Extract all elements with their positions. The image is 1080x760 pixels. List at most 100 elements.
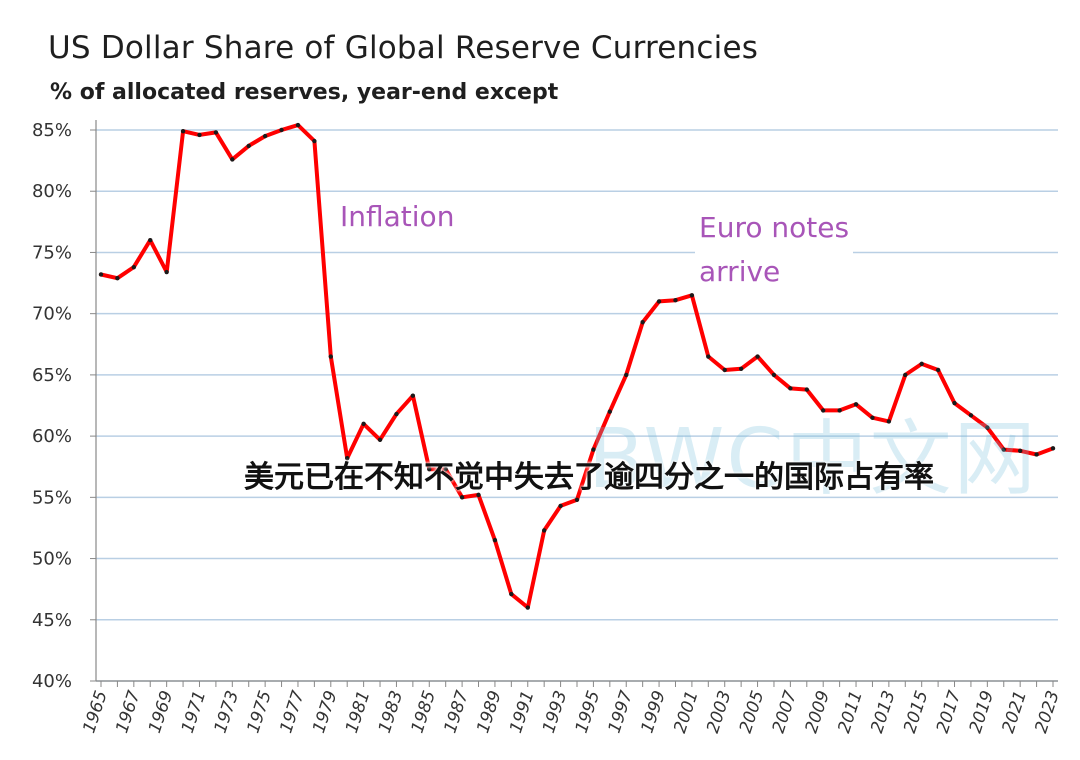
data-point bbox=[771, 372, 777, 378]
x-tick-labels: 1965 1967 1969 1971 1973 1975 1977 1979 1981 1983… bbox=[79, 688, 1063, 736]
x-tick-label: 2013 bbox=[867, 688, 899, 735]
data-point bbox=[738, 366, 744, 371]
data-point bbox=[180, 129, 186, 134]
x-tick-label: 1973 bbox=[211, 688, 243, 735]
data-point bbox=[689, 293, 695, 298]
data-point bbox=[1017, 448, 1023, 454]
y-tick-label: 70% bbox=[32, 304, 72, 325]
data-point bbox=[853, 402, 859, 407]
x-tick-label: 1993 bbox=[539, 688, 571, 735]
data-point bbox=[788, 386, 793, 391]
data-point bbox=[361, 421, 366, 427]
data-point bbox=[755, 354, 760, 359]
x-tick-label: 2005 bbox=[736, 688, 768, 735]
data-point bbox=[295, 122, 301, 128]
x-tick-label: 2023 bbox=[1031, 688, 1063, 735]
x-tick-label: 1987 bbox=[440, 688, 472, 736]
data-point bbox=[935, 367, 941, 373]
data-point bbox=[377, 437, 383, 442]
data-point bbox=[148, 238, 153, 243]
x-tick-label: 2017 bbox=[933, 688, 965, 736]
data-point bbox=[312, 138, 317, 144]
y-tick-label: 50% bbox=[32, 549, 72, 570]
x-tick-label: 1991 bbox=[506, 688, 538, 735]
data-point bbox=[410, 393, 416, 398]
data-point bbox=[230, 157, 235, 162]
data-point bbox=[903, 372, 908, 378]
data-point bbox=[525, 605, 530, 610]
data-point bbox=[804, 387, 809, 392]
x-tick-label: 2003 bbox=[703, 688, 735, 735]
data-point bbox=[246, 143, 251, 149]
x-tick-label: 1969 bbox=[145, 688, 177, 735]
chart-subtitle: % of allocated reserves, year-end except bbox=[50, 80, 559, 105]
y-tick-label: 80% bbox=[32, 181, 72, 202]
data-point bbox=[1050, 446, 1056, 451]
data-point bbox=[509, 591, 514, 597]
data-point bbox=[607, 409, 613, 414]
y-tick-label: 65% bbox=[32, 365, 72, 386]
data-point bbox=[427, 466, 432, 472]
chart-title: US Dollar Share of Global Reserve Curren… bbox=[48, 30, 759, 66]
x-tick-label: 1995 bbox=[572, 688, 604, 735]
data-point bbox=[394, 411, 399, 417]
x-tick-label: 2011 bbox=[834, 688, 866, 735]
y-tick-label: 75% bbox=[32, 242, 72, 263]
x-tick-label: 1997 bbox=[605, 688, 637, 736]
data-point bbox=[459, 495, 465, 500]
data-point bbox=[574, 497, 580, 502]
y-tick-label: 55% bbox=[32, 487, 72, 508]
data-point bbox=[656, 299, 662, 304]
data-point bbox=[673, 297, 678, 303]
data-point bbox=[722, 367, 727, 373]
annotation-inflation: Inflation bbox=[340, 200, 455, 233]
y-tick-label: 60% bbox=[32, 426, 72, 447]
annotation-euro-notes: Euro notes arrive bbox=[695, 206, 854, 294]
y-tick-label: 40% bbox=[32, 671, 72, 692]
data-point bbox=[541, 528, 547, 533]
data-point bbox=[821, 408, 826, 413]
grid-lines bbox=[96, 129, 1058, 682]
data-point bbox=[837, 408, 842, 413]
data-point bbox=[919, 361, 924, 367]
data-point bbox=[98, 272, 104, 277]
x-tick-label: 1975 bbox=[244, 688, 276, 735]
x-tick-label: 2009 bbox=[802, 688, 834, 735]
x-tick-label: 2019 bbox=[966, 688, 998, 735]
data-point bbox=[213, 130, 219, 135]
data-point bbox=[1034, 452, 1039, 457]
x-tick-label: 1983 bbox=[375, 688, 407, 735]
watermark: BWC中文网 bbox=[588, 412, 1038, 507]
data-point bbox=[870, 415, 875, 420]
x-tick-label: 1971 bbox=[178, 688, 210, 735]
x-tick-label: 1989 bbox=[473, 688, 505, 735]
series-line-usd-share bbox=[99, 123, 1055, 610]
x-tick-label: 1979 bbox=[309, 688, 341, 735]
data-point bbox=[476, 492, 481, 498]
data-point bbox=[968, 413, 974, 418]
data-point bbox=[624, 372, 629, 378]
data-point bbox=[164, 269, 169, 275]
series-usd-share bbox=[99, 123, 1055, 610]
data-point bbox=[328, 354, 333, 359]
overlay-caption: 美元已在不知不觉中失去了逾四分之一的国际占有率 bbox=[244, 460, 934, 495]
x-tick-label: 2015 bbox=[900, 688, 932, 735]
x-tick-label: 2007 bbox=[769, 688, 801, 736]
x-tick-label: 1981 bbox=[342, 688, 374, 735]
data-point bbox=[952, 400, 957, 406]
x-tick-label: 1977 bbox=[276, 688, 308, 736]
y-tick-label: 85% bbox=[32, 120, 72, 141]
data-point bbox=[131, 264, 137, 270]
data-point bbox=[492, 537, 498, 543]
x-tick-label: 1965 bbox=[79, 688, 111, 735]
data-point bbox=[706, 354, 711, 359]
y-tick-labels: 40% 45% 50% 55% 60% 65% 70% 75% 80% 85% bbox=[32, 120, 72, 692]
x-tick-label: 2021 bbox=[999, 688, 1031, 735]
data-point bbox=[558, 503, 563, 509]
data-point bbox=[591, 447, 596, 452]
x-tick-label: 1985 bbox=[408, 688, 440, 735]
data-point bbox=[262, 133, 268, 139]
data-point bbox=[886, 419, 892, 424]
data-point bbox=[279, 127, 284, 133]
